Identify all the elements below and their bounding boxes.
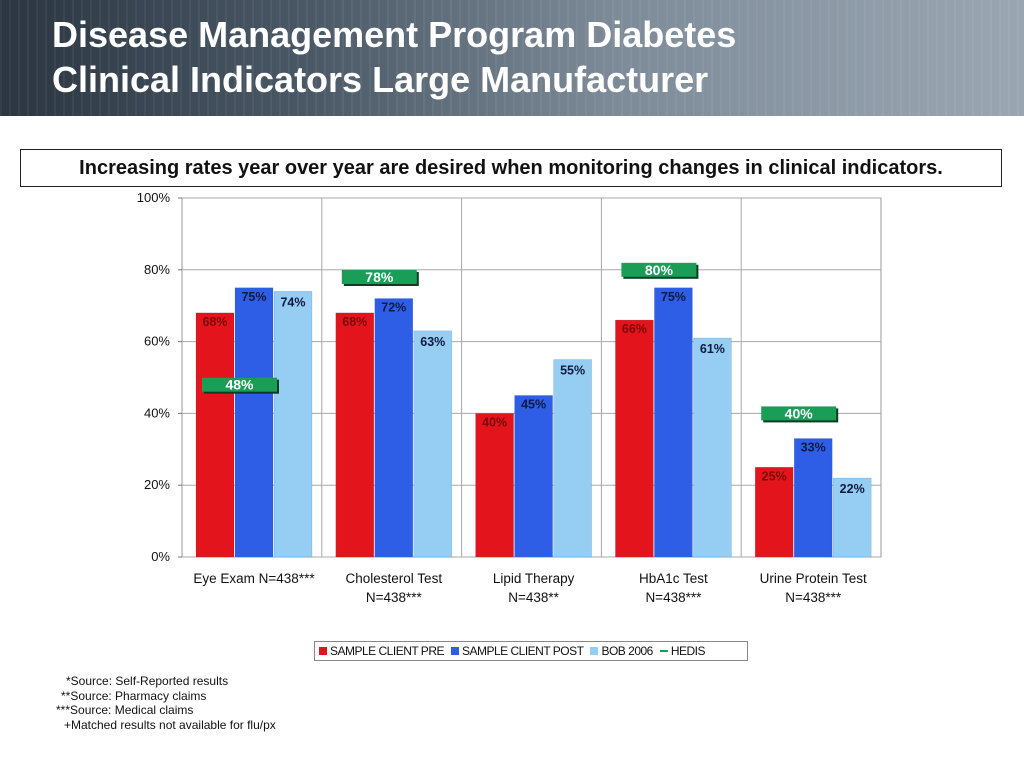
chart-legend: SAMPLE CLIENT PRE SAMPLE CLIENT POST BOB… bbox=[314, 641, 748, 661]
y-tick-label: 60% bbox=[144, 334, 170, 349]
x-category-label: Lipid Therapy bbox=[493, 571, 575, 586]
slide-title: Disease Management Program Diabetes Clin… bbox=[52, 12, 992, 102]
bar-value-label: 61% bbox=[700, 342, 725, 356]
footnote-2: **Source: Pharmacy claims bbox=[61, 688, 207, 703]
x-category-label: Urine Protein Test bbox=[760, 571, 867, 586]
bar bbox=[335, 312, 375, 558]
hedis-marker bbox=[761, 406, 837, 421]
bar bbox=[514, 395, 553, 558]
footnotes: *Source: Self-Reported results **Source:… bbox=[56, 674, 276, 732]
legend-label-post: SAMPLE CLIENT POST bbox=[461, 644, 584, 658]
hedis-marker bbox=[621, 262, 697, 277]
legend-item-bob: BOB 2006 bbox=[590, 644, 653, 658]
key-message-banner: Increasing rates year over year are desi… bbox=[20, 149, 1002, 187]
title-header: Disease Management Program Diabetes Clin… bbox=[0, 0, 1024, 116]
bar-value-label: 75% bbox=[241, 290, 266, 304]
bar bbox=[793, 438, 833, 558]
bar-value-label: 22% bbox=[840, 482, 865, 496]
x-category-label: N=438*** bbox=[785, 590, 842, 605]
legend-label-hedis: HEDIS bbox=[670, 644, 706, 658]
hedis-value-label: 78% bbox=[365, 269, 394, 285]
x-category-label: HbA1c Test bbox=[639, 571, 708, 586]
x-category-label: Eye Exam N=438*** bbox=[193, 571, 315, 586]
footnote-3: ***Source: Medical claims bbox=[56, 703, 194, 717]
y-tick-label: 20% bbox=[144, 477, 170, 492]
x-category-label: N=438*** bbox=[645, 590, 702, 605]
title-line-2: Clinical Indicators Large Manufacturer bbox=[52, 59, 709, 100]
bar bbox=[654, 287, 693, 558]
bar bbox=[475, 413, 514, 558]
title-line-1: Disease Management Program Diabetes bbox=[52, 14, 737, 55]
bar-value-label: 40% bbox=[482, 415, 507, 429]
bar-value-label: 75% bbox=[661, 290, 686, 304]
hedis-value-label: 48% bbox=[225, 377, 254, 393]
y-tick-label: 0% bbox=[151, 549, 170, 564]
bar-value-label: 68% bbox=[202, 315, 227, 329]
bar bbox=[273, 291, 313, 558]
legend-item-post: SAMPLE CLIENT POST bbox=[450, 644, 584, 658]
footnote-4: +Matched results not available for flu/p… bbox=[64, 717, 276, 732]
bar bbox=[374, 298, 414, 558]
bar bbox=[413, 330, 453, 558]
bar bbox=[754, 467, 794, 558]
legend-label-bob: BOB 2006 bbox=[601, 644, 653, 658]
x-category-label: N=438*** bbox=[366, 590, 423, 605]
legend-swatch-pre bbox=[319, 647, 327, 655]
bar-value-label: 72% bbox=[381, 301, 406, 315]
bar-value-label: 33% bbox=[801, 441, 826, 455]
header-texture bbox=[0, 0, 1024, 116]
bar bbox=[693, 337, 732, 558]
legend-label-pre: SAMPLE CLIENT PRE bbox=[330, 644, 444, 658]
y-tick-label: 100% bbox=[137, 190, 171, 205]
legend-swatch-bob bbox=[590, 647, 599, 655]
hedis-value-label: 80% bbox=[645, 262, 674, 278]
bar bbox=[553, 359, 592, 558]
bar-value-label: 68% bbox=[342, 315, 367, 329]
y-tick-label: 80% bbox=[144, 262, 170, 277]
bar-value-label: 74% bbox=[280, 295, 305, 309]
legend-dash-hedis bbox=[659, 650, 668, 652]
bar-value-label: 55% bbox=[560, 364, 585, 378]
hedis-marker bbox=[202, 377, 277, 392]
x-category-label: Cholesterol Test bbox=[346, 571, 443, 586]
legend-swatch-post bbox=[450, 647, 459, 655]
bar-chart: 0% 20% 40% 60% 80% 100% 68% 75% 74% Eye Exam N=43… bbox=[137, 190, 882, 605]
bar-value-label: 63% bbox=[420, 335, 445, 349]
x-category-label: N=438** bbox=[508, 590, 559, 605]
bar bbox=[195, 312, 235, 558]
hedis-value-label: 40% bbox=[785, 405, 814, 421]
legend-item-pre: SAMPLE CLIENT PRE bbox=[319, 644, 444, 658]
bar bbox=[615, 319, 654, 558]
bar bbox=[234, 287, 274, 558]
y-tick-label: 40% bbox=[144, 405, 170, 420]
bar bbox=[832, 477, 872, 558]
hedis-marker bbox=[341, 269, 417, 284]
bar-value-label: 45% bbox=[521, 397, 546, 411]
bar-value-label: 66% bbox=[622, 322, 647, 336]
footnote-1: *Source: Self-Reported results bbox=[66, 674, 229, 688]
legend-item-hedis: HEDIS bbox=[659, 644, 706, 658]
bar-value-label: 25% bbox=[762, 469, 787, 483]
